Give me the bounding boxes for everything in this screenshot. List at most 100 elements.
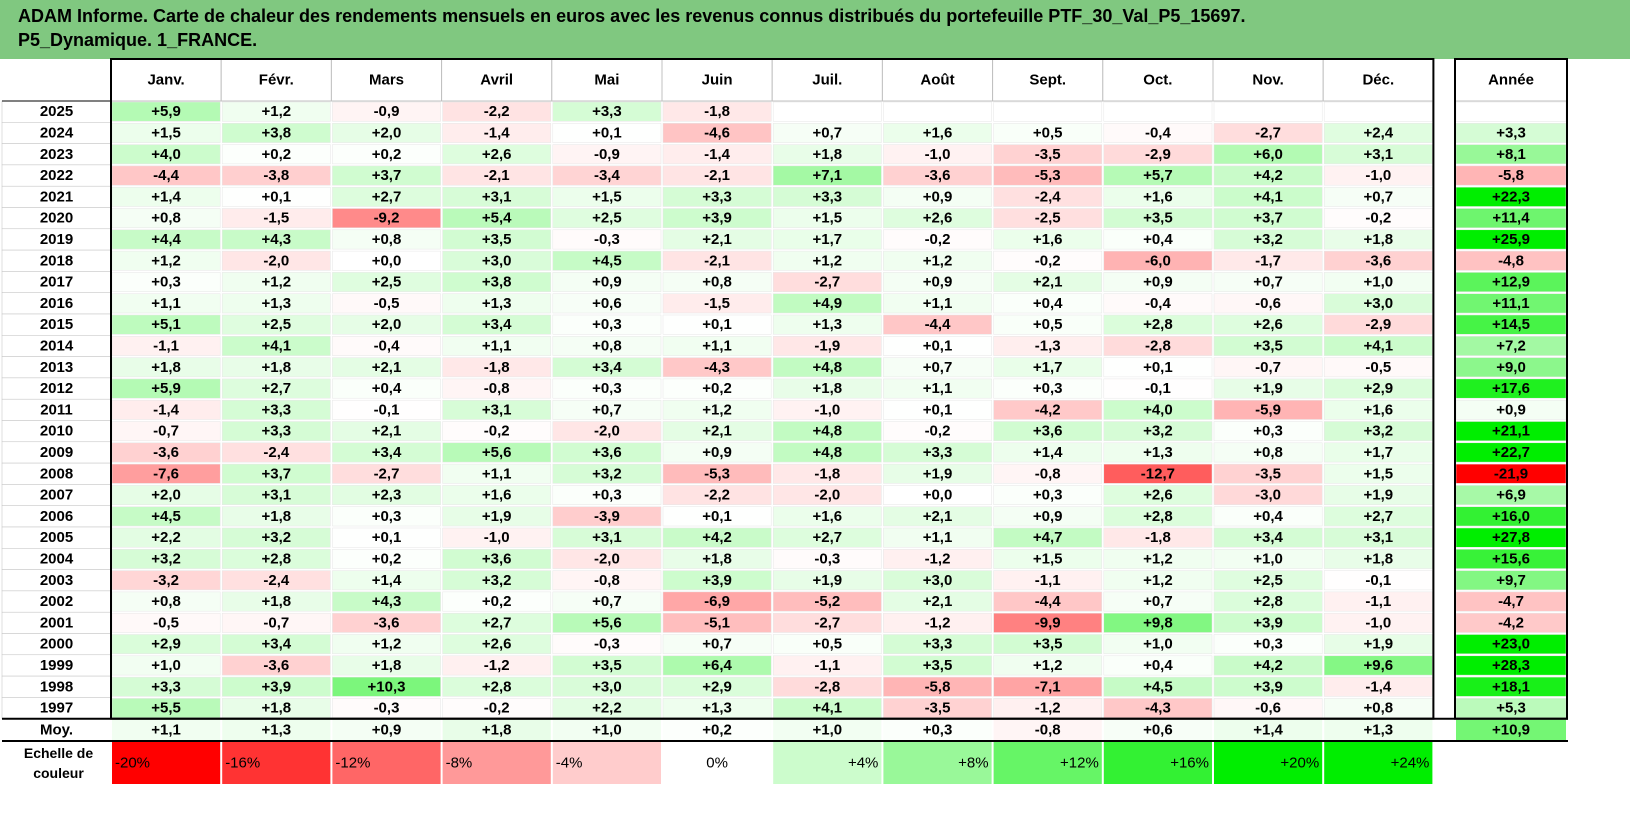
heatmap-cell: [1103, 634, 1213, 655]
heatmap-cell: [1103, 336, 1213, 356]
heatmap-cell: [552, 378, 662, 399]
cell-value: +0,2: [702, 380, 732, 397]
year-value: -4,8: [1498, 252, 1524, 269]
heatmap-cell: [883, 676, 992, 697]
heatmap-cell: [221, 676, 331, 697]
cell-value: +1,5: [1033, 550, 1063, 567]
cell-value: +3,2: [261, 529, 291, 546]
heatmap-cell: [552, 676, 662, 697]
cell-value: +1,8: [812, 146, 842, 163]
heatmap-cell: [1213, 506, 1323, 527]
cell-value: +3,9: [702, 210, 732, 227]
heatmap-cell: [883, 570, 992, 591]
heatmap-cell: [1103, 612, 1213, 633]
cell-value: -0,5: [1365, 359, 1391, 376]
heatmap-cell: [332, 186, 441, 207]
scale-step-label: -8%: [446, 755, 473, 772]
row-label-2015: 2015: [40, 316, 73, 333]
header-cell: [1322, 58, 1434, 102]
heatmap-cell: [1213, 676, 1323, 697]
average-value: +0,6: [1143, 721, 1173, 738]
heatmap-cell: [552, 634, 662, 655]
heatmap-cell: [1213, 123, 1323, 143]
heatmap-cell: [1323, 186, 1433, 207]
scale-step-label: -16%: [225, 755, 260, 772]
cell-value: +5,7: [1143, 167, 1173, 184]
heatmap-cell: [1213, 293, 1323, 314]
heatmap-cell: [442, 250, 552, 271]
cell-value: -2,1: [484, 167, 510, 184]
cell-value: +3,5: [592, 657, 622, 674]
cell-value: +3,6: [592, 444, 622, 461]
cell-value: -0,2: [484, 700, 510, 717]
heatmap-cell: [1213, 165, 1323, 186]
heatmap-cell: [221, 485, 331, 505]
heatmap-cell: [1323, 442, 1433, 463]
heatmap-cell: [883, 612, 992, 633]
heatmap-cell: [993, 570, 1103, 591]
average-label-cell: [2, 718, 111, 741]
cell-value: +0,8: [592, 337, 622, 354]
scale-step-label: +12%: [1060, 755, 1099, 772]
heatmap-cell: [772, 549, 882, 569]
heatmap-cell: [1323, 527, 1433, 548]
cell-value: +0,8: [1253, 444, 1283, 461]
header-cell: [771, 58, 883, 102]
cell-value: +1,9: [1363, 487, 1393, 504]
average-value: +1,8: [482, 721, 512, 738]
cell-value: +3,8: [482, 274, 512, 291]
cell-value: -1,8: [484, 359, 510, 376]
cell-value: +4,9: [812, 295, 842, 312]
heatmap-cell: [442, 123, 552, 143]
cell-value: +2,2: [151, 529, 181, 546]
scale-label-line-2: couleur: [33, 765, 84, 781]
cell-value: +2,1: [702, 423, 732, 440]
cell-value: +1,2: [1143, 572, 1173, 589]
heatmap-cell: [552, 357, 662, 378]
year-value: +21,1: [1492, 423, 1530, 440]
cell-value: +0,1: [261, 188, 291, 205]
cell-value: +1,1: [923, 295, 953, 312]
cell-value: +4,5: [592, 252, 622, 269]
scale-step-label: +4%: [848, 755, 878, 772]
heatmap-cell: [332, 378, 441, 399]
heatmap-cell: [1103, 570, 1213, 591]
heatmap-cell: [1103, 101, 1213, 122]
heatmap-cell: [1323, 485, 1433, 505]
cell-value: -2,8: [814, 678, 840, 695]
heatmap-cell: [883, 272, 992, 292]
cell-value: +3,2: [1253, 231, 1283, 248]
cell-value: +0,7: [923, 359, 953, 376]
heatmap-cell: [993, 485, 1103, 505]
heatmap-cell: [993, 463, 1103, 484]
cell-value: +0,4: [1033, 295, 1063, 312]
heatmap-cell: [772, 442, 882, 463]
heatmap-cell: [1103, 123, 1213, 143]
cell-value: +1,2: [151, 252, 181, 269]
average-label: Moy.: [40, 721, 73, 738]
row-label-2011: 2011: [40, 401, 73, 418]
heatmap-cell: [442, 357, 552, 378]
cell-value: -2,4: [1035, 188, 1062, 205]
heatmap-cell: [1103, 208, 1213, 229]
cell-value: +0,8: [151, 210, 181, 227]
cell-value: +4,1: [261, 337, 291, 354]
row-label-1999: 1999: [40, 657, 73, 674]
cell-value: -1,0: [925, 146, 951, 163]
year-value: +23,0: [1492, 636, 1530, 653]
heatmap-cell: [552, 250, 662, 271]
header-cell: [881, 58, 994, 102]
cell-value: -0,2: [1035, 252, 1061, 269]
cell-value: -0,4: [1145, 124, 1172, 141]
heatmap-cell: [221, 272, 331, 292]
cell-value: +0,7: [1363, 188, 1393, 205]
heatmap-cell: [552, 399, 662, 420]
heatmap-cell: [442, 442, 552, 463]
heatmap-cell: [552, 208, 662, 229]
column-header-8: Août: [920, 72, 954, 89]
average-value: +0,2: [702, 721, 732, 738]
heatmap-cell: [772, 463, 882, 484]
scale-step-label: -12%: [335, 755, 370, 772]
heatmap-cell: [332, 208, 441, 229]
cell-value: +3,4: [482, 316, 512, 333]
